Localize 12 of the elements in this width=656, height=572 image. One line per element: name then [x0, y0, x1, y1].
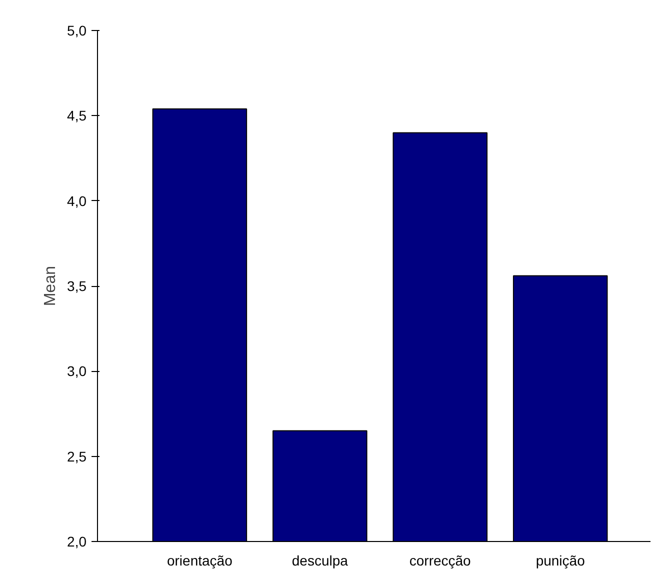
- y-tick-label: 4,5: [67, 108, 87, 124]
- y-tick-label: 3,5: [67, 278, 87, 294]
- y-tick-label: 5,0: [67, 22, 87, 38]
- x-tick-label: desculpa: [292, 552, 348, 568]
- x-tick-label: orientação: [166, 552, 233, 568]
- y-tick-label: 4,0: [67, 192, 87, 209]
- x-tick-label: punição: [536, 552, 586, 568]
- x-tick-label: correcção: [409, 552, 472, 568]
- y-tick-label: 3,0: [67, 363, 87, 380]
- y-tick-label: 2,0: [67, 534, 87, 550]
- y-tick-label: 2,5: [67, 448, 87, 464]
- y-axis-title: Mean: [42, 266, 60, 306]
